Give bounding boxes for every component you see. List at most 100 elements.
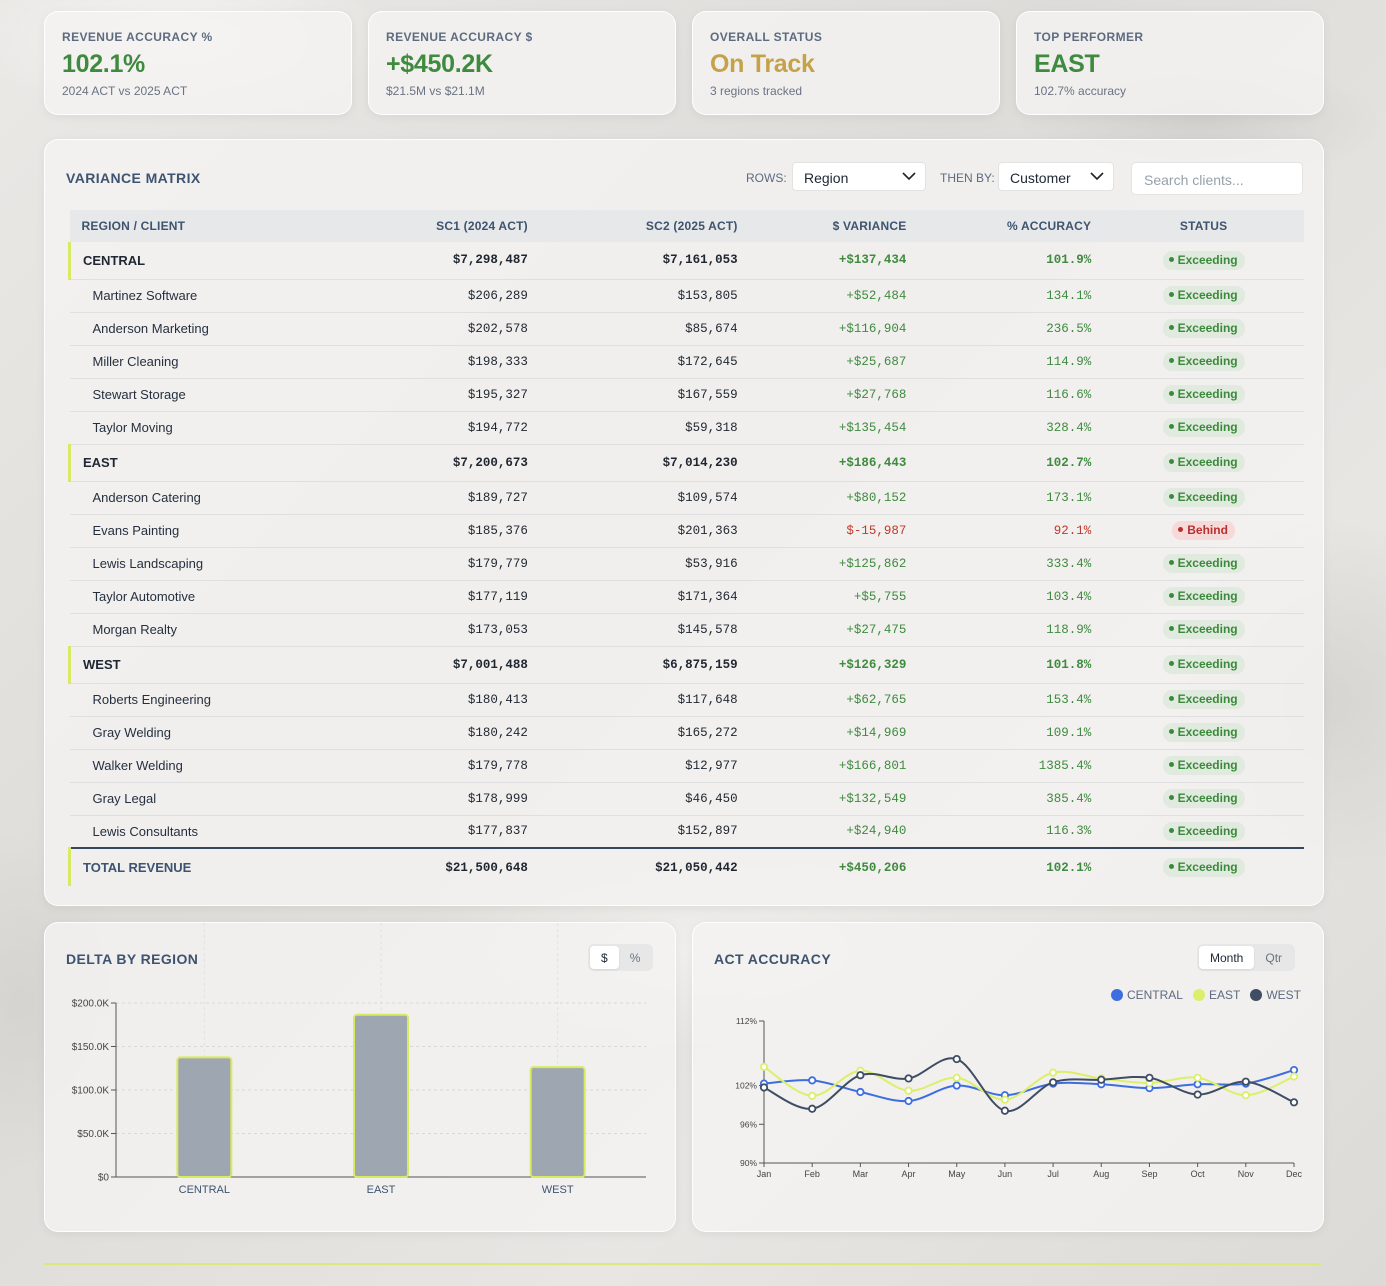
status-badge: Exceeding	[1162, 690, 1245, 709]
cell-variance: +$80,152	[749, 481, 919, 515]
table-row[interactable]: Stewart Storage $195,327 $167,559 +$27,768 1…	[69, 378, 1304, 412]
table-row[interactable]: Gray Welding $180,242 $165,272 +$14,969 109.…	[69, 716, 1304, 750]
status-badge: Exceeding	[1162, 554, 1245, 573]
cell-accuracy: 109.1%	[918, 716, 1104, 750]
x-tick-label: Jun	[998, 1169, 1013, 1179]
status-badge: Exceeding	[1162, 655, 1245, 674]
cell-accuracy: 173.1%	[918, 481, 1104, 515]
cell-accuracy: 328.4%	[918, 411, 1104, 445]
delta-chart-title: DELTA BY REGION	[66, 951, 199, 967]
status-badge: Exceeding	[1162, 250, 1245, 270]
cell-variance: +$137,434	[749, 242, 919, 280]
cell-sc1: $179,778	[314, 749, 540, 783]
cell-accuracy: 1385.4%	[918, 749, 1104, 783]
status-badge: Exceeding	[1162, 385, 1245, 404]
col-header-accuracy[interactable]: % ACCURACY	[1006, 219, 1092, 233]
cell-variance: +$14,969	[749, 716, 919, 750]
data-point-east	[1048, 1068, 1058, 1077]
cell-status: Exceeding	[1103, 716, 1304, 750]
x-tick-label: Nov	[1238, 1169, 1255, 1179]
delta-bar-chart: $0 $50.0K $100.0K $150.0K $200.0K CENTRAL EAST…	[72, 923, 646, 1196]
kpi-value: +$450.2K	[386, 50, 493, 78]
cell-accuracy: 116.3%	[918, 815, 1104, 849]
col-header-region-client[interactable]: REGION / CLIENT	[81, 219, 186, 233]
toggle-dollar[interactable]: $	[590, 946, 619, 969]
table-row[interactable]: Walker Welding $179,778 $12,977 +$166,801 13…	[69, 749, 1304, 783]
table-row[interactable]: Roberts Engineering $180,413 $117,648 +$62,…	[69, 683, 1304, 717]
cell-sc2: $153,805	[539, 279, 750, 313]
cell-sc2: $7,014,230	[539, 444, 750, 482]
data-point-east	[759, 1062, 769, 1071]
toggle-qtr[interactable]: Qtr	[1265, 951, 1283, 965]
status-text: Exceeding	[1177, 860, 1238, 874]
status-dot-icon	[1168, 729, 1174, 734]
table-row[interactable]: Miller Cleaning $198,333 $172,645 +$25,687 1…	[69, 345, 1304, 379]
col-header-status[interactable]: STATUS	[1179, 219, 1228, 233]
cell-status: Exceeding	[1103, 345, 1304, 379]
table-row[interactable]: Gray Legal $178,999 $46,450 +$132,549 385.4%…	[69, 782, 1304, 816]
col-header-variance[interactable]: $ VARIANCE	[832, 219, 907, 233]
x-tick-label: Feb	[804, 1169, 820, 1179]
status-dot-icon	[1168, 391, 1174, 396]
status-text: Exceeding	[1177, 622, 1238, 636]
table-row[interactable]: Taylor Automotive $177,119 $171,364 +$5,755…	[69, 580, 1304, 614]
cell-variance: $-15,987	[749, 514, 919, 548]
y-tick-label: $100.0K	[72, 1086, 110, 1097]
status-text: Exceeding	[1177, 420, 1238, 434]
delta-unit-toggle: $ %	[588, 944, 654, 971]
rows-select[interactable]: Region	[792, 162, 926, 191]
legend-item-central[interactable]: CENTRAL	[1110, 988, 1183, 1002]
total-row[interactable]: TOTAL REVENUE $21,500,648 $21,050,442 +$450…	[68, 847, 1304, 886]
table-row[interactable]: Lewis Consultants $177,837 $152,897 +$24,94…	[69, 815, 1304, 849]
variance-matrix-title: VARIANCE MATRIX	[66, 170, 201, 186]
cell-accuracy: 92.1%	[918, 514, 1104, 548]
status-text: Exceeding	[1177, 556, 1238, 570]
status-badge: Exceeding	[1162, 620, 1245, 639]
cell-variance: +$166,801	[749, 749, 919, 783]
col-header-sc2[interactable]: SC2 (2025 ACT)	[645, 219, 738, 233]
legend-item-west[interactable]: WEST	[1250, 988, 1301, 1002]
data-point-east	[1241, 1091, 1250, 1100]
data-point-central	[904, 1096, 913, 1106]
cell-variance: +$62,765	[749, 683, 919, 717]
status-dot-icon	[1168, 696, 1174, 701]
cell-name: Anderson Marketing	[69, 312, 315, 346]
toggle-month[interactable]: Month	[1199, 946, 1255, 969]
cell-accuracy: 153.4%	[918, 683, 1104, 717]
cell-status: Exceeding	[1103, 547, 1304, 581]
region-row[interactable]: WEST $7,001,488 $6,875,159 +$126,329 101.8% E…	[68, 646, 1304, 684]
status-badge: Exceeding	[1162, 858, 1245, 877]
col-header-sc1[interactable]: SC1 (2024 ACT)	[436, 219, 528, 233]
cell-accuracy: 134.1%	[918, 279, 1104, 313]
kpi-label: OVERALL STATUS	[710, 30, 823, 44]
data-point-west	[904, 1074, 913, 1083]
then-by-select[interactable]: Customer	[998, 162, 1114, 191]
table-row[interactable]: Anderson Catering $189,727 $109,574 +$80,15…	[69, 481, 1304, 515]
status-dot-icon	[1168, 256, 1174, 262]
kpi-label: REVENUE ACCURACY %	[62, 30, 213, 44]
legend-item-east[interactable]: EAST	[1192, 988, 1240, 1002]
table-row[interactable]: Taylor Moving $194,772 $59,318 +$135,454 328…	[69, 411, 1304, 445]
status-text: Exceeding	[1177, 791, 1238, 805]
bar-west	[529, 1066, 586, 1178]
search-clients-input[interactable]: Search clients...	[1131, 162, 1303, 195]
cell-sc1: $194,772	[314, 411, 540, 445]
table-row[interactable]: Anderson Marketing $202,578 $85,674 +$116,9…	[69, 312, 1304, 346]
toggle-percent[interactable]: %	[629, 951, 641, 965]
table-header-row: REGION / CLIENT SC1 (2024 ACT) SC2 (2025…	[69, 210, 1304, 242]
data-point-west	[952, 1054, 961, 1064]
region-row[interactable]: EAST $7,200,673 $7,014,230 +$186,443 102.7% E…	[68, 444, 1304, 482]
table-row[interactable]: Evans Painting $185,376 $201,363 $-15,987 92…	[69, 514, 1304, 548]
status-dot-icon	[1168, 864, 1174, 869]
cell-sc2: $172,645	[539, 345, 750, 379]
table-row[interactable]: Morgan Realty $173,053 $145,578 +$27,475 118…	[69, 613, 1304, 647]
region-row[interactable]: CENTRAL $7,298,487 $7,161,053 +$137,434 101.…	[68, 242, 1304, 280]
data-point-central	[952, 1081, 961, 1090]
cell-variance: +$125,862	[749, 547, 919, 581]
status-badge: Exceeding	[1162, 352, 1245, 371]
y-tick-label: 112%	[736, 1016, 758, 1026]
cell-sc2: $152,897	[539, 815, 750, 849]
table-row[interactable]: Lewis Landscaping $179,779 $53,916 +$125,86…	[69, 547, 1304, 581]
status-text: Exceeding	[1177, 252, 1238, 267]
table-row[interactable]: Martinez Software $206,289 $153,805 +$52,48…	[69, 279, 1304, 313]
